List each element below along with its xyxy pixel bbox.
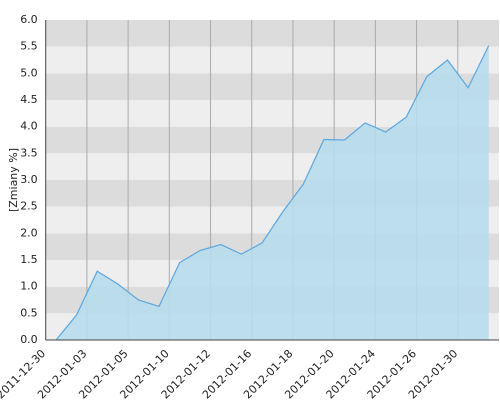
y-tick-label: 3.5	[20, 146, 38, 159]
y-tick-label: 4.0	[20, 120, 38, 133]
line	[55, 45, 490, 341]
y-tick-label: 0.5	[20, 306, 38, 319]
y-tick-label: 5.5	[20, 40, 38, 53]
y-tick-label: 2.0	[20, 226, 38, 239]
y-tick-label: 3.0	[20, 173, 38, 186]
y-tick-label: 4.5	[20, 93, 38, 106]
y-tick-label: 0.0	[20, 333, 38, 346]
y-axis-label: [Zmiany %]	[7, 148, 20, 212]
grid-band	[45, 20, 499, 47]
y-tick-label: 6.0	[20, 13, 38, 26]
area	[56, 45, 489, 340]
y-tick-label: 1.0	[20, 280, 38, 293]
y-tick-label: 1.5	[20, 253, 38, 266]
grid-band	[45, 46, 499, 74]
y-tick-label: 2.5	[20, 200, 38, 213]
y-tick-label: 5.0	[20, 66, 38, 79]
